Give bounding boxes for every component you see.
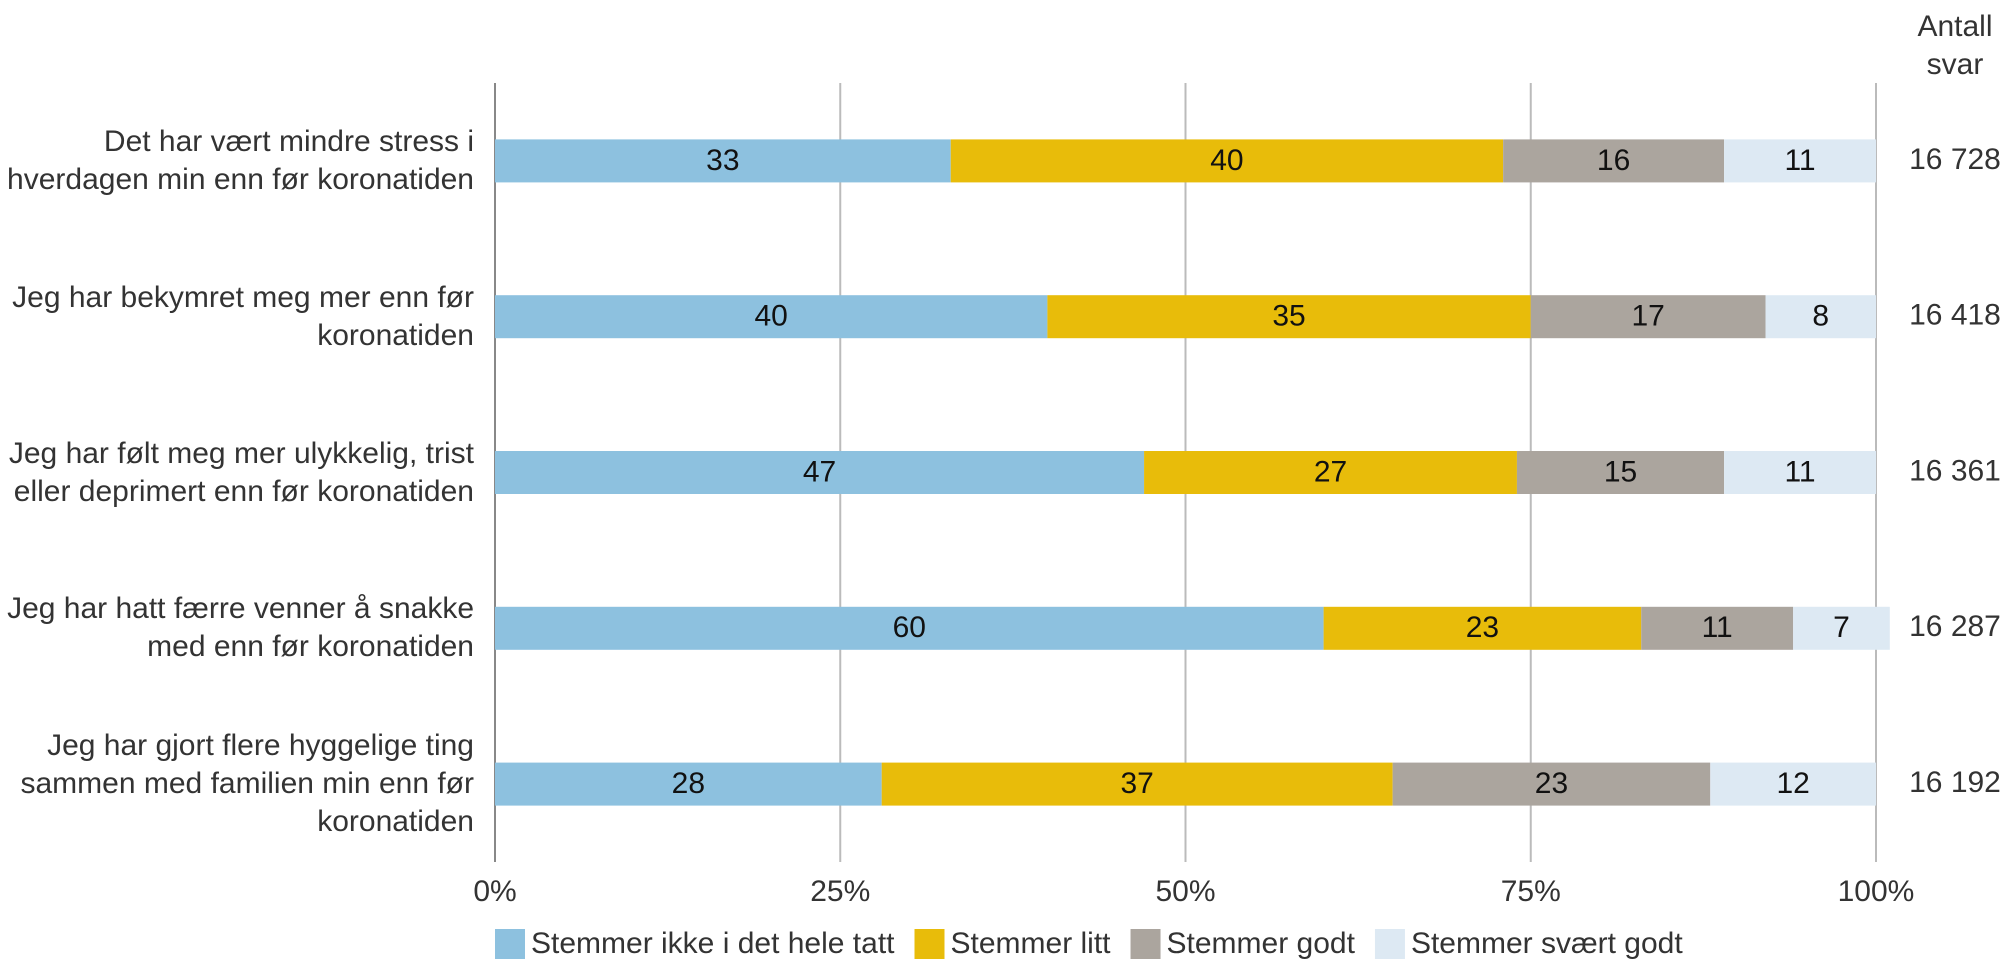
count-label: 16 192 <box>1909 766 2001 799</box>
data-label: 60 <box>893 611 926 644</box>
bar-segment <box>1392 762 1711 806</box>
data-label: 11 <box>1784 144 1815 177</box>
bar-segment <box>1047 295 1531 339</box>
data-label: 11 <box>1784 455 1815 488</box>
data-label: 15 <box>1604 455 1637 488</box>
data-label: 8 <box>1812 300 1829 333</box>
legend-label: Stemmer godt <box>1167 927 1356 960</box>
data-label: 11 <box>1702 611 1733 644</box>
bar-segment <box>1641 606 1794 650</box>
legend-label: Stemmer svært godt <box>1411 927 1683 960</box>
legend-swatch <box>1130 929 1161 959</box>
legend-swatch <box>495 929 525 959</box>
bar-segment <box>495 139 951 183</box>
data-label: 37 <box>1120 767 1153 800</box>
bar-segment <box>1724 451 1876 494</box>
bar-segment <box>1710 762 1876 806</box>
data-label: 33 <box>706 144 739 177</box>
bar-segment <box>1530 295 1766 339</box>
bar-segment <box>495 295 1048 339</box>
data-label: 16 <box>1597 144 1630 177</box>
bar-segment <box>950 139 1504 183</box>
category-label: Jeg har gjort flere hyggelige ting samme… <box>20 729 475 839</box>
bar-segment <box>1516 451 1725 494</box>
legend-label: Stemmer litt <box>951 927 1112 960</box>
bar-segment <box>495 762 882 806</box>
bar-segment <box>495 451 1145 494</box>
count-label: 16 418 <box>1909 299 2001 332</box>
legend-swatch <box>914 929 945 959</box>
x-tick-label: 25% <box>810 875 870 908</box>
data-label: 12 <box>1776 767 1809 800</box>
category-label: Jeg har følt meg mer ulykkelig, trist el… <box>8 436 474 508</box>
count-label: 16 728 <box>1909 143 2001 176</box>
data-label: 23 <box>1466 611 1499 644</box>
bar-segment <box>1724 139 1876 183</box>
data-label: 7 <box>1833 611 1850 644</box>
legend-label: Stemmer ikke i det hele tatt <box>531 927 895 960</box>
data-label: 23 <box>1535 767 1568 800</box>
count-label: 16 361 <box>1909 454 2001 487</box>
count-header: Antall svar <box>1917 10 1993 81</box>
data-label: 35 <box>1272 300 1305 333</box>
category-label: Det har vært mindre stress i hverdagen m… <box>7 124 474 196</box>
bar-segment <box>1323 606 1642 650</box>
bar-segment <box>495 606 1324 650</box>
bar-segment <box>1765 295 1876 339</box>
bar-segment <box>1503 139 1725 183</box>
count-label: 16 287 <box>1909 610 2001 643</box>
x-tick-label: 75% <box>1501 875 1561 908</box>
bar-segment <box>1144 451 1517 494</box>
legend-swatch <box>1374 929 1405 959</box>
data-label: 40 <box>1210 144 1243 177</box>
bar-segment <box>881 762 1393 806</box>
data-label: 17 <box>1631 300 1664 333</box>
data-label: 27 <box>1314 455 1347 488</box>
data-label: 40 <box>755 300 788 333</box>
category-label: Jeg har bekymret meg mer enn før koronat… <box>12 280 474 352</box>
data-label: 28 <box>672 767 705 800</box>
x-tick-label: 0% <box>473 875 516 908</box>
category-label: Jeg har hatt færre venner å snakke med e… <box>7 592 474 664</box>
bar-segment <box>1793 606 1890 650</box>
x-tick-label: 100% <box>1838 875 1915 908</box>
x-tick-label: 50% <box>1155 875 1215 908</box>
data-label: 47 <box>803 455 836 488</box>
